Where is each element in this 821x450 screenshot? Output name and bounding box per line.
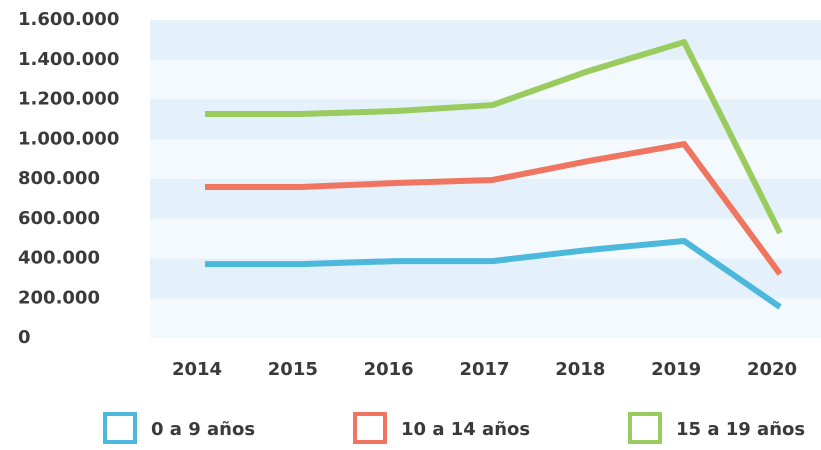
legend-label: 15 a 19 años bbox=[676, 419, 805, 440]
y-tick-label: 1.600.000 bbox=[18, 9, 119, 30]
x-tick-label: 2016 bbox=[364, 359, 414, 380]
legend-swatch bbox=[103, 412, 137, 444]
x-tick-label: 2017 bbox=[459, 359, 509, 380]
y-tick-label: 600.000 bbox=[18, 208, 100, 229]
y-tick-label: 1.200.000 bbox=[18, 89, 119, 110]
x-tick-label: 2015 bbox=[268, 359, 318, 380]
x-tick-label: 2019 bbox=[651, 359, 701, 380]
legend-swatch bbox=[628, 412, 662, 444]
legend-swatch bbox=[353, 412, 387, 444]
y-tick-label: 200.000 bbox=[18, 287, 100, 308]
y-tick-label: 0 bbox=[18, 327, 31, 348]
x-tick-label: 2020 bbox=[747, 359, 797, 380]
line bbox=[205, 39, 783, 235]
legend-label: 0 a 9 años bbox=[151, 419, 255, 440]
legend-label: 10 a 14 años bbox=[401, 419, 530, 440]
line bbox=[205, 141, 783, 276]
y-tick-label: 400.000 bbox=[18, 248, 100, 269]
grid-band bbox=[150, 20, 821, 60]
line bbox=[205, 238, 782, 310]
x-tick-label: 2018 bbox=[555, 359, 605, 380]
y-tick-label: 1.400.000 bbox=[18, 49, 119, 70]
y-tick-label: 800.000 bbox=[18, 168, 100, 189]
y-tick-label: 1.000.000 bbox=[18, 128, 119, 149]
x-tick-label: 2014 bbox=[172, 359, 222, 380]
